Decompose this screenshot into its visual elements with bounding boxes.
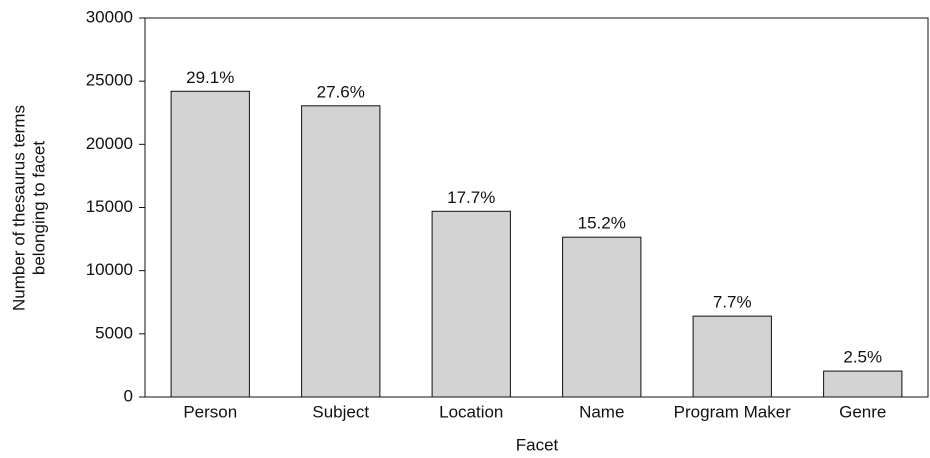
x-tick-label: Genre bbox=[839, 402, 886, 421]
x-axis-label: Facet bbox=[516, 435, 559, 454]
y-tick-label: 0 bbox=[124, 386, 133, 405]
x-tick-label: Subject bbox=[312, 402, 369, 421]
plot-frame bbox=[144, 17, 929, 398]
y-tick-label: 15000 bbox=[86, 197, 133, 216]
y-tick-label: 30000 bbox=[86, 7, 133, 26]
x-tick-label: Name bbox=[579, 402, 624, 421]
y-tick-label: 20000 bbox=[86, 134, 133, 153]
bar-annotation: 7.7% bbox=[713, 293, 752, 312]
bar bbox=[301, 105, 381, 398]
x-tick-label: Program Maker bbox=[674, 402, 791, 421]
bar-annotation: 27.6% bbox=[317, 82, 365, 101]
y-tick-label: 5000 bbox=[95, 323, 133, 342]
y-tick-label: 25000 bbox=[86, 71, 133, 90]
x-tick-label: Location bbox=[439, 402, 503, 421]
bar-annotation: 17.7% bbox=[447, 188, 495, 207]
y-axis-label: Number of thesaurus terms bbox=[9, 105, 28, 311]
bar bbox=[431, 210, 511, 398]
bar bbox=[692, 315, 772, 398]
x-tick-label: Person bbox=[183, 402, 237, 421]
y-axis-label-group: Number of thesaurus terms belonging to f… bbox=[9, 105, 48, 311]
bar-annotation: 29.1% bbox=[186, 68, 234, 87]
y-axis-label: belonging to facet bbox=[29, 141, 48, 275]
bar bbox=[562, 236, 642, 398]
bar-annotation: 2.5% bbox=[843, 348, 882, 367]
bar bbox=[170, 90, 250, 398]
bar bbox=[823, 370, 903, 398]
bar-annotation: 15.2% bbox=[578, 214, 626, 233]
y-tick-label: 10000 bbox=[86, 260, 133, 279]
